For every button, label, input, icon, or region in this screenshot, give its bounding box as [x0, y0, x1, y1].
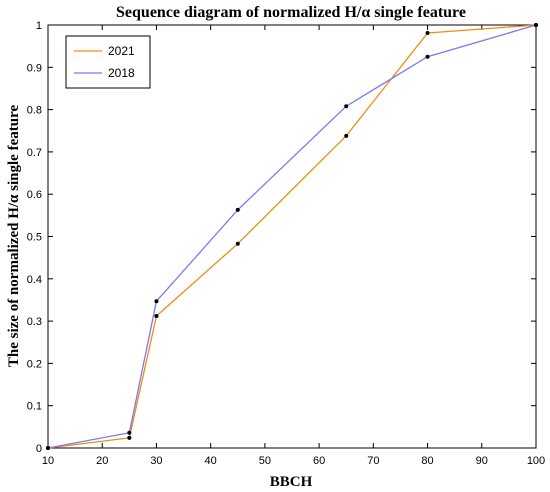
data-point-2021: [425, 31, 430, 36]
y-tick-label: 1: [36, 20, 42, 32]
y-tick-label: 0.3: [27, 316, 42, 328]
data-point-2018: [534, 23, 538, 27]
x-tick-label: 30: [150, 455, 162, 467]
x-tick-label: 90: [476, 455, 488, 467]
legend-label-2021: 2021: [108, 44, 135, 58]
data-point-2018: [154, 299, 159, 304]
x-tick-label: 50: [259, 455, 271, 467]
y-tick-label: 0.1: [27, 401, 42, 413]
x-tick-label: 80: [421, 455, 433, 467]
y-tick-label: 0.8: [27, 105, 42, 117]
y-tick-label: 0: [36, 443, 42, 455]
x-axis-label: BBCH: [270, 474, 313, 490]
data-point-2021: [154, 314, 159, 319]
x-tick-label: 100: [527, 455, 545, 467]
y-tick-label: 0.9: [27, 62, 42, 74]
data-point-2021: [344, 133, 349, 138]
legend-label-2018: 2018: [108, 66, 135, 80]
legend-box: [65, 35, 151, 89]
y-tick-label: 0.2: [27, 358, 42, 370]
y-tick-label: 0.6: [27, 189, 42, 201]
data-point-2021: [235, 241, 240, 246]
x-tick-label: 70: [367, 455, 379, 467]
x-tick-label: 60: [313, 455, 325, 467]
chart-title: Sequence diagram of normalized H/α singl…: [116, 4, 466, 21]
x-tick-label: 10: [42, 455, 54, 467]
y-axis-label: The size of normalized H/α single featur…: [6, 105, 22, 368]
y-tick-label: 0.5: [27, 232, 42, 244]
data-point-2021: [127, 435, 132, 440]
data-point-2018: [235, 207, 240, 212]
x-tick-label: 40: [205, 455, 217, 467]
y-tick-label: 0.4: [27, 274, 42, 286]
data-point-2018: [46, 446, 50, 450]
plot-area: 10 20 30 40 50 60 70 80 90 100 0 0.1 0.2 0.3 0.4 0.5 0.6…: [27, 20, 545, 467]
data-point-2018: [344, 104, 349, 109]
y-tick-label: 0.7: [27, 147, 42, 159]
data-point-2018: [127, 430, 132, 435]
x-tick-label: 20: [96, 455, 108, 467]
legend: 2021 2018: [65, 35, 151, 89]
data-point-2018: [425, 54, 430, 59]
